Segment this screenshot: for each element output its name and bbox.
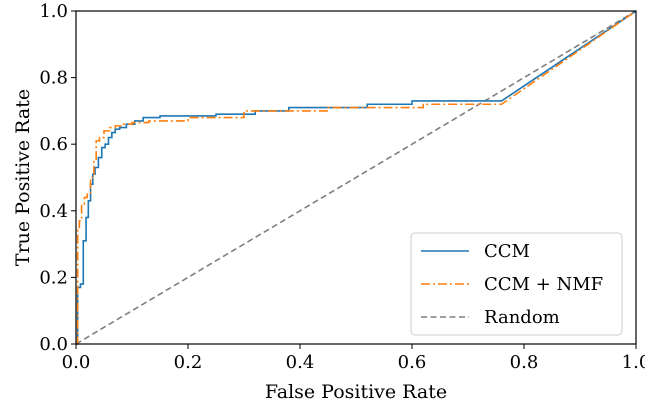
legend-box xyxy=(410,232,623,336)
x-tick-label: 0.6 xyxy=(398,352,427,373)
x-tick-label: 0.8 xyxy=(510,352,539,373)
series-line-random xyxy=(75,10,637,345)
x-tick-label: 1.0 xyxy=(622,352,645,373)
y-tick-label: 1.0 xyxy=(39,1,68,22)
y-tick-label: 0.8 xyxy=(39,68,68,89)
y-tick-label: 0.6 xyxy=(39,134,68,155)
series-line-ccm xyxy=(76,10,637,345)
y-axis-label: True Positive Rate xyxy=(12,89,34,266)
y-tick-label: 0.4 xyxy=(39,201,68,222)
legend: CCM CCM + NMF Random xyxy=(410,232,623,336)
y-tick-label: 0.0 xyxy=(39,334,68,355)
plot-lines xyxy=(75,10,637,345)
x-tick-label: 0.4 xyxy=(286,352,315,373)
axis-ticks: 0.0 0.2 0.4 0.6 0.8 1.0 0.0 0.2 0.4 0.6 0.8 1.0 xyxy=(39,1,645,373)
legend-label: CCM xyxy=(484,241,530,262)
legend-label: Random xyxy=(484,307,560,328)
plot-frame xyxy=(75,10,637,345)
series-line-ccm-nmf xyxy=(76,10,637,345)
x-tick-label: 0.2 xyxy=(174,352,203,373)
legend-label: CCM + NMF xyxy=(484,274,603,295)
x-tick-label: 0.0 xyxy=(62,352,91,373)
x-axis-label: False Positive Rate xyxy=(265,381,447,403)
y-tick-label: 0.2 xyxy=(39,267,68,288)
